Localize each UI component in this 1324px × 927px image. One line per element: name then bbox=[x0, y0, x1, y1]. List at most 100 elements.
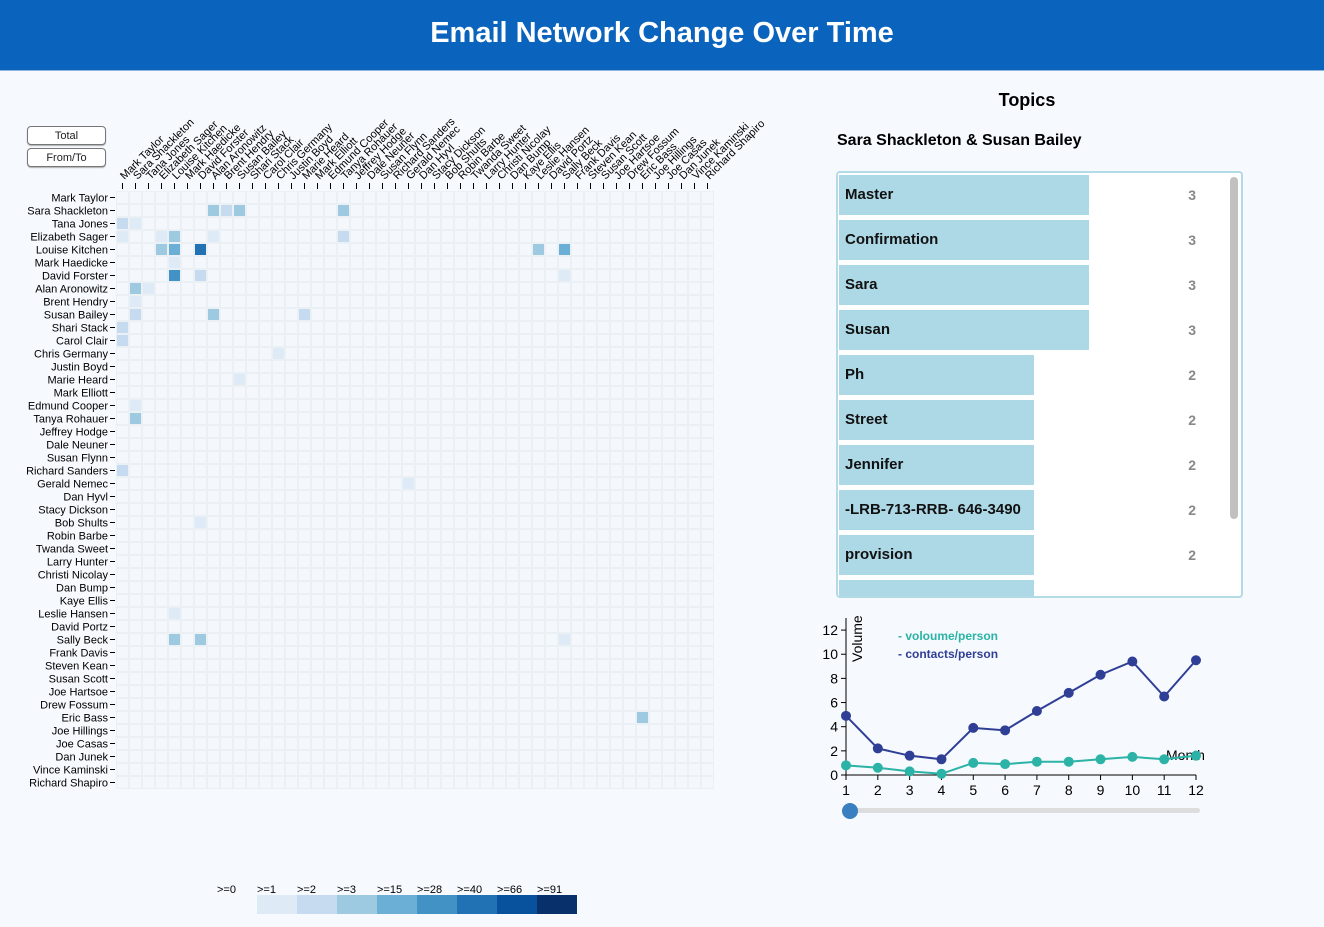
matrix-cell[interactable] bbox=[415, 594, 428, 607]
matrix-cell[interactable] bbox=[571, 763, 584, 776]
matrix-cell[interactable] bbox=[207, 763, 220, 776]
matrix-cell[interactable] bbox=[558, 711, 571, 724]
matrix-cell[interactable] bbox=[389, 724, 402, 737]
matrix-cell[interactable] bbox=[272, 399, 285, 412]
matrix-cell[interactable] bbox=[324, 412, 337, 425]
matrix-cell[interactable] bbox=[363, 633, 376, 646]
matrix-cell[interactable] bbox=[623, 256, 636, 269]
matrix-cell[interactable] bbox=[415, 399, 428, 412]
matrix-cell[interactable] bbox=[298, 464, 311, 477]
matrix-cell[interactable] bbox=[519, 438, 532, 451]
matrix-cell[interactable] bbox=[584, 438, 597, 451]
matrix-cell-filled[interactable] bbox=[559, 634, 570, 645]
matrix-cell[interactable] bbox=[155, 386, 168, 399]
matrix-cell[interactable] bbox=[298, 529, 311, 542]
topics-scrollbar[interactable] bbox=[1230, 177, 1238, 519]
matrix-cell[interactable] bbox=[584, 230, 597, 243]
matrix-cell[interactable] bbox=[558, 776, 571, 789]
matrix-cell[interactable] bbox=[636, 620, 649, 633]
matrix-cell[interactable] bbox=[649, 451, 662, 464]
matrix-cell[interactable] bbox=[207, 217, 220, 230]
matrix-cell[interactable] bbox=[142, 711, 155, 724]
matrix-cell[interactable] bbox=[350, 191, 363, 204]
matrix-cell[interactable] bbox=[181, 646, 194, 659]
matrix-cell[interactable] bbox=[220, 516, 233, 529]
matrix-cell[interactable] bbox=[584, 321, 597, 334]
matrix-cell[interactable] bbox=[246, 373, 259, 386]
matrix-cell[interactable] bbox=[441, 230, 454, 243]
matrix-cell[interactable] bbox=[428, 633, 441, 646]
matrix-cell[interactable] bbox=[532, 204, 545, 217]
matrix-cell[interactable] bbox=[233, 490, 246, 503]
matrix-cell[interactable] bbox=[532, 256, 545, 269]
matrix-cell[interactable] bbox=[116, 425, 129, 438]
matrix-cell[interactable] bbox=[272, 451, 285, 464]
matrix-cell[interactable] bbox=[493, 334, 506, 347]
matrix-cell[interactable] bbox=[701, 477, 714, 490]
matrix-cell[interactable] bbox=[636, 269, 649, 282]
from-to-button[interactable]: From/To bbox=[27, 148, 106, 167]
matrix-cell[interactable] bbox=[675, 776, 688, 789]
matrix-cell[interactable] bbox=[545, 438, 558, 451]
matrix-cell[interactable] bbox=[506, 438, 519, 451]
matrix-cell[interactable] bbox=[558, 321, 571, 334]
matrix-cell[interactable] bbox=[519, 672, 532, 685]
matrix-cell[interactable] bbox=[636, 373, 649, 386]
matrix-cell[interactable] bbox=[701, 633, 714, 646]
topic-item[interactable]: Confirmation 3 bbox=[839, 220, 1224, 260]
matrix-cell[interactable] bbox=[701, 399, 714, 412]
matrix-cell[interactable] bbox=[480, 217, 493, 230]
matrix-cell[interactable] bbox=[623, 776, 636, 789]
matrix-cell[interactable] bbox=[207, 451, 220, 464]
matrix-cell[interactable] bbox=[181, 516, 194, 529]
matrix-cell[interactable] bbox=[298, 607, 311, 620]
matrix-cell[interactable] bbox=[558, 516, 571, 529]
matrix-cell[interactable] bbox=[259, 594, 272, 607]
matrix-cell[interactable] bbox=[519, 191, 532, 204]
matrix-cell[interactable] bbox=[441, 737, 454, 750]
matrix-cell[interactable] bbox=[324, 555, 337, 568]
matrix-cell[interactable] bbox=[207, 581, 220, 594]
matrix-cell[interactable] bbox=[506, 204, 519, 217]
matrix-cell[interactable] bbox=[662, 217, 675, 230]
matrix-cell[interactable] bbox=[688, 711, 701, 724]
matrix-cell[interactable] bbox=[675, 386, 688, 399]
matrix-cell[interactable] bbox=[402, 438, 415, 451]
matrix-cell[interactable] bbox=[597, 620, 610, 633]
matrix-cell[interactable] bbox=[389, 776, 402, 789]
matrix-cell[interactable] bbox=[363, 503, 376, 516]
matrix-cell[interactable] bbox=[454, 386, 467, 399]
matrix-cell[interactable] bbox=[480, 659, 493, 672]
matrix-cell[interactable] bbox=[623, 542, 636, 555]
matrix-cell[interactable] bbox=[584, 477, 597, 490]
matrix-cell[interactable] bbox=[493, 451, 506, 464]
matrix-cell[interactable] bbox=[233, 659, 246, 672]
matrix-cell[interactable] bbox=[129, 646, 142, 659]
matrix-cell[interactable] bbox=[688, 555, 701, 568]
matrix-cell[interactable] bbox=[519, 360, 532, 373]
matrix-cell[interactable] bbox=[298, 204, 311, 217]
matrix-cell[interactable] bbox=[480, 607, 493, 620]
matrix-cell[interactable] bbox=[610, 269, 623, 282]
matrix-cell[interactable] bbox=[142, 295, 155, 308]
matrix-cell[interactable] bbox=[298, 542, 311, 555]
matrix-cell[interactable] bbox=[389, 633, 402, 646]
matrix-cell[interactable] bbox=[415, 295, 428, 308]
matrix-cell[interactable] bbox=[155, 269, 168, 282]
matrix-cell-filled[interactable] bbox=[195, 634, 206, 645]
matrix-cell[interactable] bbox=[402, 568, 415, 581]
matrix-cell[interactable] bbox=[428, 555, 441, 568]
matrix-cell[interactable] bbox=[688, 750, 701, 763]
matrix-cell[interactable] bbox=[142, 503, 155, 516]
matrix-cell[interactable] bbox=[584, 399, 597, 412]
matrix-cell[interactable] bbox=[532, 750, 545, 763]
matrix-cell[interactable] bbox=[623, 516, 636, 529]
matrix-cell[interactable] bbox=[415, 529, 428, 542]
matrix-cell[interactable] bbox=[597, 282, 610, 295]
matrix-cell[interactable] bbox=[168, 646, 181, 659]
matrix-cell[interactable] bbox=[155, 750, 168, 763]
matrix-cell[interactable] bbox=[662, 594, 675, 607]
matrix-cell[interactable] bbox=[623, 594, 636, 607]
matrix-cell[interactable] bbox=[142, 347, 155, 360]
matrix-cell[interactable] bbox=[259, 620, 272, 633]
